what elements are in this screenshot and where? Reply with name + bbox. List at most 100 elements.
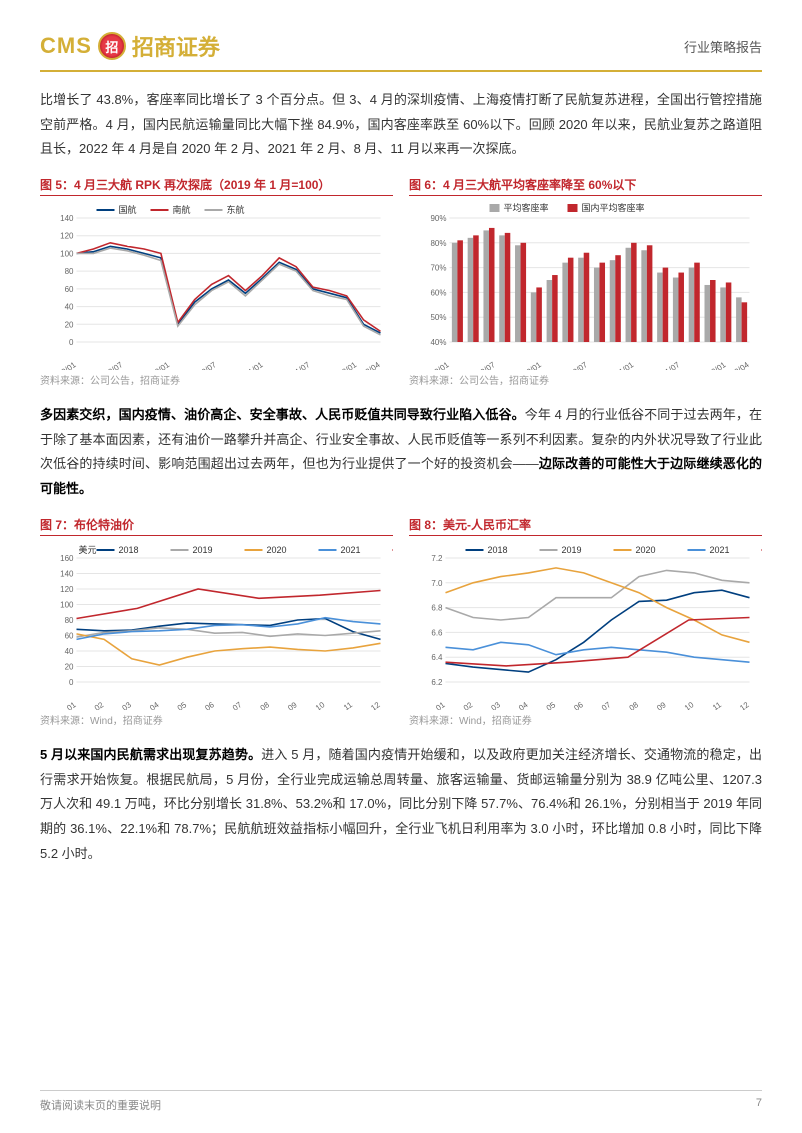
svg-text:12: 12: [738, 700, 751, 710]
svg-text:70%: 70%: [430, 264, 446, 273]
svg-text:11: 11: [711, 700, 723, 710]
svg-text:2021/01: 2021/01: [606, 360, 635, 370]
svg-text:美元: 美元: [79, 544, 97, 555]
svg-text:40: 40: [65, 303, 74, 312]
svg-text:120: 120: [60, 232, 74, 241]
svg-text:2021/07: 2021/07: [283, 360, 312, 370]
svg-text:05: 05: [545, 700, 558, 710]
svg-text:0: 0: [69, 338, 74, 347]
svg-text:2021: 2021: [710, 545, 730, 555]
svg-text:20: 20: [65, 662, 74, 671]
svg-text:12: 12: [369, 700, 382, 710]
svg-text:2021/07: 2021/07: [653, 360, 682, 370]
svg-text:02: 02: [462, 700, 475, 710]
svg-text:100: 100: [60, 249, 74, 258]
svg-text:2019/01: 2019/01: [422, 360, 451, 370]
svg-text:7.0: 7.0: [431, 579, 443, 588]
paragraph-1: 比增长了 43.8%，客座率同比增长了 3 个百分点。但 3、4 月的深圳疫情、…: [40, 88, 762, 162]
svg-text:02: 02: [93, 700, 106, 710]
svg-text:2019/07: 2019/07: [468, 360, 497, 370]
chart8-plot: 6.26.46.66.87.07.20102030405060708091011…: [409, 540, 762, 710]
svg-text:2021: 2021: [341, 545, 361, 555]
para3-lead: 5 月以来国内民航需求出现复苏趋势。: [40, 747, 261, 762]
chart7-source: 资料来源：Wind，招商证券: [40, 712, 393, 727]
chart5-container: 图 5：4 月三大航 RPK 再次探底（2019 年 1 月=100） 0 20 4…: [40, 176, 393, 399]
page-header: CMS 招 招商证券 行业策略报告: [40, 30, 762, 72]
logo-chinese-text: 招商证券: [132, 30, 220, 62]
svg-text:11: 11: [342, 700, 354, 710]
svg-text:2020/01: 2020/01: [142, 360, 171, 370]
para2-lead: 多因素交织，国内疫情、油价高企、安全事故、人民币贬值共同导致行业陷入低谷。: [40, 407, 525, 422]
svg-text:09: 09: [286, 700, 299, 710]
chart8-title: 图 8：美元-人民币汇率: [409, 516, 762, 536]
svg-text:140: 140: [60, 214, 74, 223]
svg-text:07: 07: [600, 700, 613, 710]
svg-text:04: 04: [148, 700, 161, 710]
svg-text:20: 20: [65, 320, 74, 329]
svg-text:2019/01: 2019/01: [49, 360, 78, 370]
paragraph-2: 多因素交织，国内疫情、油价高企、安全事故、人民币贬值共同导致行业陷入低谷。今年 …: [40, 403, 762, 502]
svg-text:01: 01: [434, 700, 447, 710]
svg-text:80: 80: [65, 616, 74, 625]
chart7-container: 图 7：布伦特油价 020406080100120140160010203040…: [40, 516, 393, 739]
svg-text:09: 09: [655, 700, 668, 710]
svg-text:2019/07: 2019/07: [96, 360, 125, 370]
svg-text:80: 80: [65, 267, 74, 276]
svg-text:04: 04: [517, 700, 530, 710]
svg-text:2020/01: 2020/01: [514, 360, 543, 370]
svg-text:2019: 2019: [562, 545, 582, 555]
svg-text:南航: 南航: [173, 204, 191, 215]
svg-text:90%: 90%: [430, 214, 446, 223]
svg-text:2022/04: 2022/04: [353, 360, 382, 370]
svg-text:08: 08: [628, 700, 641, 710]
chart6-container: 图 6：4 月三大航平均客座率降至 60%以下 40%50%60%70%80%9…: [409, 176, 762, 399]
svg-text:40%: 40%: [430, 338, 446, 347]
svg-text:2020/07: 2020/07: [189, 360, 218, 370]
svg-text:07: 07: [231, 700, 244, 710]
svg-text:0: 0: [69, 678, 74, 687]
svg-text:10: 10: [314, 700, 327, 710]
svg-text:2018: 2018: [119, 545, 139, 555]
svg-text:2020/07: 2020/07: [560, 360, 589, 370]
chart5-source: 资料来源：公司公告，招商证券: [40, 372, 393, 387]
svg-text:7.2: 7.2: [431, 554, 443, 563]
svg-text:6.2: 6.2: [431, 678, 443, 687]
svg-text:60%: 60%: [430, 288, 446, 297]
svg-text:03: 03: [489, 700, 502, 710]
svg-text:6.6: 6.6: [431, 628, 443, 637]
svg-text:2019: 2019: [193, 545, 213, 555]
para3-body: 进入 5 月，随着国内疫情开始缓和，以及政府更加关注经济增长、交通物流的稳定，出…: [40, 747, 762, 861]
svg-text:2022/01: 2022/01: [329, 360, 358, 370]
svg-text:6.4: 6.4: [431, 653, 443, 662]
svg-text:120: 120: [60, 585, 74, 594]
svg-text:06: 06: [203, 700, 216, 710]
svg-text:2020: 2020: [267, 545, 287, 555]
svg-text:6.8: 6.8: [431, 603, 443, 612]
chart6-source: 资料来源：公司公告，招商证券: [409, 372, 762, 387]
chart-row-2: 图 7：布伦特油价 020406080100120140160010203040…: [40, 516, 762, 739]
chart6-title: 图 6：4 月三大航平均客座率降至 60%以下: [409, 176, 762, 196]
svg-text:国航: 国航: [119, 204, 137, 215]
svg-text:平均客座率: 平均客座率: [504, 202, 549, 213]
svg-text:01: 01: [65, 700, 78, 710]
svg-text:03: 03: [120, 700, 133, 710]
svg-text:50%: 50%: [430, 313, 446, 322]
svg-text:2021/01: 2021/01: [236, 360, 265, 370]
page-number: 7: [756, 1097, 762, 1113]
svg-text:2018: 2018: [488, 545, 508, 555]
chart6-plot: 40%50%60%70%80%90%平均客座率国内平均客座率2019/01201…: [409, 200, 762, 370]
svg-text:100: 100: [60, 600, 74, 609]
svg-text:2020: 2020: [636, 545, 656, 555]
paragraph-3: 5 月以来国内民航需求出现复苏趋势。进入 5 月，随着国内疫情开始缓和，以及政府…: [40, 743, 762, 866]
svg-text:东航: 东航: [227, 204, 245, 215]
svg-text:10: 10: [683, 700, 696, 710]
chart5-title: 图 5：4 月三大航 RPK 再次探底（2019 年 1 月=100）: [40, 176, 393, 196]
svg-text:08: 08: [259, 700, 272, 710]
footer-disclaimer: 敬请阅读末页的重要说明: [40, 1097, 161, 1113]
chart8-container: 图 8：美元-人民币汇率 6.2 6.4 6.6 6.8 7.0 7.2 01 02 03 04 0…: [409, 516, 762, 739]
chart8-source: 资料来源：Wind，招商证券: [409, 712, 762, 727]
svg-text:05: 05: [176, 700, 189, 710]
logo-cms-text: CMS: [40, 33, 92, 59]
svg-text:40: 40: [65, 647, 74, 656]
page-footer: 敬请阅读末页的重要说明 7: [40, 1090, 762, 1113]
